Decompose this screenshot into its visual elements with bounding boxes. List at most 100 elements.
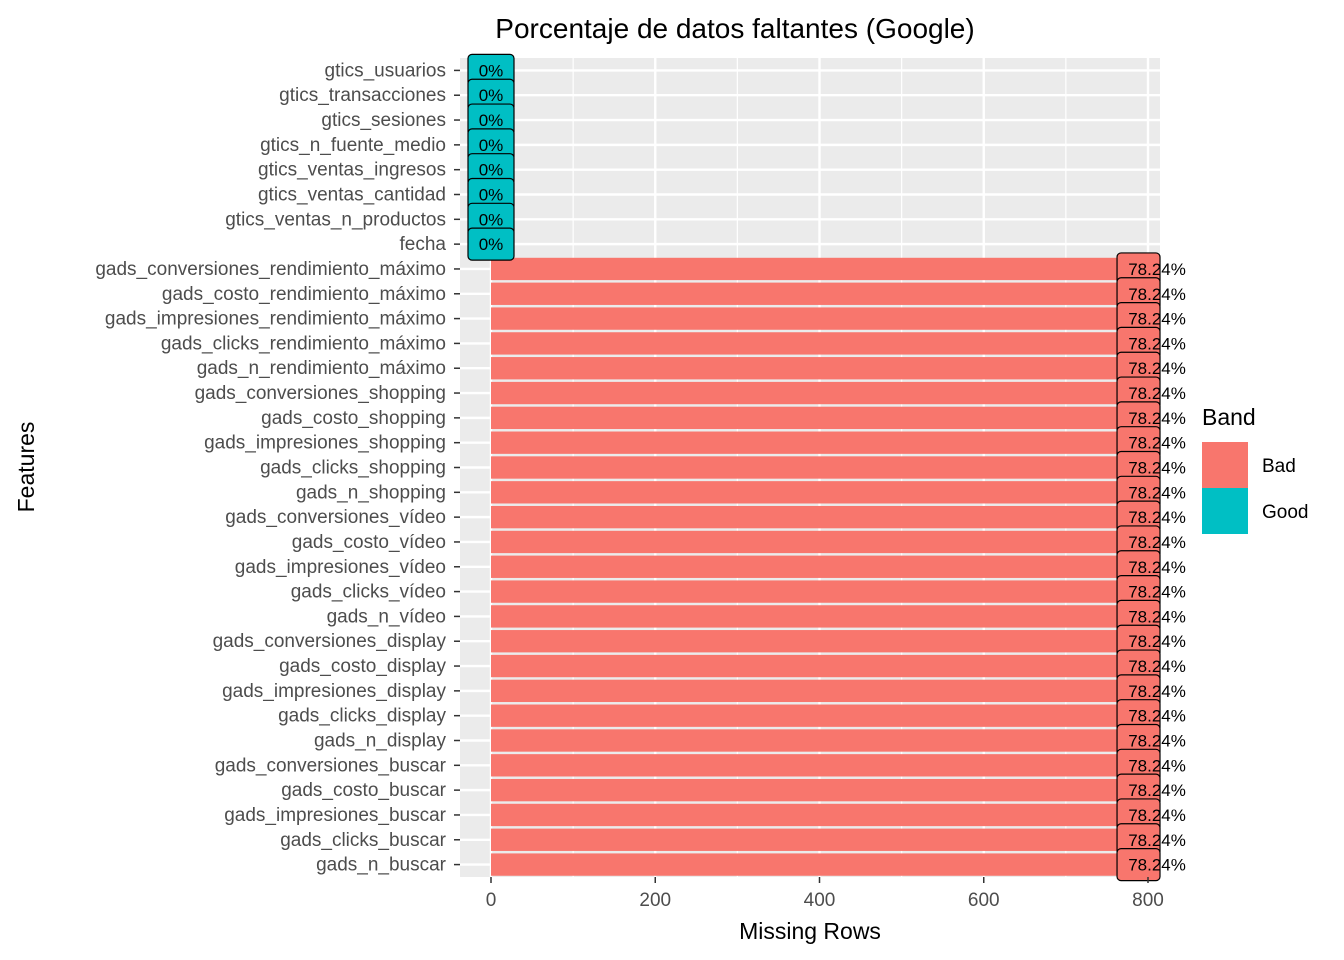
data-label-value: 78.24% xyxy=(1128,781,1186,800)
bar xyxy=(491,357,1158,380)
data-label-value: 78.24% xyxy=(1128,657,1186,676)
data-label: 78.24% xyxy=(1116,748,1186,782)
data-label-value: 0% xyxy=(479,161,504,180)
data-label: 0% xyxy=(467,177,515,212)
bar xyxy=(491,704,1158,727)
y-tick-label: gads_n_rendimiento_máximo xyxy=(197,358,446,379)
y-tick-label: gtics_ventas_cantidad xyxy=(258,185,446,206)
data-label: 78.24% xyxy=(1116,624,1186,658)
y-tick-label: gads_conversiones_display xyxy=(213,631,447,652)
data-label-value: 0% xyxy=(479,186,504,205)
data-label: 78.24% xyxy=(1116,475,1186,509)
bar xyxy=(491,605,1158,628)
bar xyxy=(491,381,1158,405)
y-axis: gtics_usuarios gtics_transacciones gtics_s… xyxy=(95,60,460,876)
bar xyxy=(491,530,1158,554)
data-label-value: 78.24% xyxy=(1128,508,1186,527)
x-tick-label: 600 xyxy=(968,890,1000,911)
data-label-value: 0% xyxy=(479,235,504,254)
data-label: 78.24% xyxy=(1116,599,1186,634)
data-label-value: 78.24% xyxy=(1128,607,1186,626)
bar xyxy=(491,853,1158,876)
data-label-value: 78.24% xyxy=(1128,459,1186,478)
legend-item: Bad xyxy=(1202,442,1296,488)
y-tick-label: gtics_ventas_ingresos xyxy=(258,160,446,181)
data-label: 78.24% xyxy=(1116,525,1186,559)
chart-title: Porcentaje de datos faltantes (Google) xyxy=(495,13,974,44)
y-tick-label: gads_impresiones_rendimiento_máximo xyxy=(105,309,446,330)
y-tick-label: gads_conversiones_vídeo xyxy=(225,507,446,528)
x-tick-label: 800 xyxy=(1132,890,1164,911)
data-label-value: 78.24% xyxy=(1128,831,1186,850)
data-label: 78.24% xyxy=(1116,773,1186,807)
data-label: 78.24% xyxy=(1116,401,1186,435)
data-label-value: 78.24% xyxy=(1128,285,1186,304)
bar xyxy=(491,431,1158,454)
y-tick-label: gads_impresiones_buscar xyxy=(224,805,446,826)
bar xyxy=(491,654,1158,678)
y-tick-label: gads_impresiones_shopping xyxy=(204,433,446,454)
data-label: 78.24% xyxy=(1116,277,1186,311)
legend-label: Bad xyxy=(1262,456,1296,477)
data-label: 78.24% xyxy=(1116,500,1186,534)
data-label: 78.24% xyxy=(1116,351,1186,385)
y-tick-label: gtics_n_fuente_medio xyxy=(260,135,446,156)
bar xyxy=(491,481,1158,504)
data-label-value: 78.24% xyxy=(1128,632,1186,651)
y-tick-label: gads_impresiones_vídeo xyxy=(235,557,446,578)
y-tick-label: gads_n_display xyxy=(314,731,447,752)
y-tick-label: gtics_sesiones xyxy=(321,110,446,131)
data-label-value: 78.24% xyxy=(1128,682,1186,701)
data-label-value: 78.24% xyxy=(1128,334,1186,353)
y-tick-label: gads_n_buscar xyxy=(316,855,447,876)
bar xyxy=(491,282,1158,305)
data-label-value: 78.24% xyxy=(1128,359,1186,378)
data-label: 78.24% xyxy=(1116,723,1186,758)
bar xyxy=(491,406,1158,430)
data-label-value: 78.24% xyxy=(1128,409,1186,428)
data-label: 78.24% xyxy=(1116,823,1186,857)
data-label-value: 78.24% xyxy=(1128,483,1186,502)
bar xyxy=(491,580,1158,603)
bar xyxy=(491,679,1158,703)
bar xyxy=(491,778,1158,802)
y-axis-title: Features xyxy=(13,422,39,513)
y-tick-label: gtics_ventas_n_productos xyxy=(225,209,446,230)
legend-swatch xyxy=(1202,442,1248,488)
data-label-value: 78.24% xyxy=(1128,856,1186,875)
data-label-value: 0% xyxy=(479,136,504,155)
bars xyxy=(491,257,1158,876)
y-tick-label: gads_conversiones_buscar xyxy=(215,755,447,776)
y-tick-label: gads_n_shopping xyxy=(296,482,446,503)
y-tick-label: gads_clicks_buscar xyxy=(280,830,446,851)
data-label-value: 0% xyxy=(479,210,504,229)
data-label: 78.24% xyxy=(1116,301,1186,336)
data-label-value: 0% xyxy=(479,61,504,80)
x-axis-title: Missing Rows xyxy=(739,918,881,944)
y-tick-label: gtics_usuarios xyxy=(325,60,446,81)
data-label-value: 78.24% xyxy=(1128,310,1186,329)
y-tick-label: gads_impresiones_display xyxy=(222,681,446,702)
data-label: 0% xyxy=(467,202,515,236)
y-tick-label: gads_clicks_vídeo xyxy=(291,582,446,603)
x-tick-label: 0 xyxy=(486,890,497,911)
data-label-value: 78.24% xyxy=(1128,384,1186,403)
bar xyxy=(491,630,1158,653)
legend-title: Band xyxy=(1202,404,1256,430)
data-label-value: 0% xyxy=(479,86,504,105)
data-label: 78.24% xyxy=(1116,426,1186,460)
bar xyxy=(491,555,1158,578)
bar xyxy=(491,803,1158,827)
y-tick-label: gads_costo_shopping xyxy=(261,408,446,429)
bar xyxy=(491,754,1158,777)
data-label: 0% xyxy=(467,103,515,137)
data-labels: 0% 0% 0% 0% 0% 0% 0% 0% 78.24% 78.24% 78.24% 78.24%… xyxy=(467,53,1186,882)
data-label: 0% xyxy=(467,78,515,112)
data-label-value: 78.24% xyxy=(1128,732,1186,751)
data-label: 78.24% xyxy=(1116,798,1186,832)
bar xyxy=(491,828,1158,851)
data-label-value: 78.24% xyxy=(1128,707,1186,726)
y-tick-label: gads_costo_vídeo xyxy=(292,532,446,553)
legend-label: Good xyxy=(1262,502,1308,523)
bar xyxy=(491,257,1158,281)
